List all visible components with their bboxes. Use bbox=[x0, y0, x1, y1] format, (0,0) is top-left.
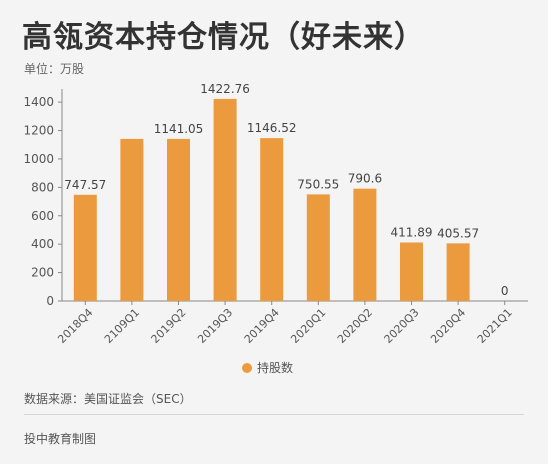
bar-2109Q1 bbox=[120, 138, 144, 301]
bar-2020Q4 bbox=[446, 243, 470, 301]
footer-divider bbox=[24, 414, 524, 415]
y-tick-label: 0 bbox=[46, 294, 54, 308]
data-source: 数据来源：美国证监会（SEC） bbox=[24, 392, 192, 406]
bar-2019Q2 bbox=[167, 138, 190, 301]
x-tick-label-2020Q1: 2020Q1 bbox=[288, 306, 328, 346]
x-tick-label-2020Q4: 2020Q4 bbox=[428, 306, 468, 346]
data-label-2020Q1: 750.55 bbox=[297, 177, 339, 191]
x-tick-label-2020Q3: 2020Q3 bbox=[382, 306, 422, 346]
x-tick-label-2109Q1: 2109Q1 bbox=[102, 306, 142, 346]
y-tick-label: 1400 bbox=[23, 95, 54, 109]
bar-2020Q1 bbox=[306, 194, 330, 301]
data-label-2020Q3: 411.89 bbox=[391, 225, 433, 239]
x-tick-label-2019Q4: 2019Q4 bbox=[242, 306, 282, 346]
bar-2018Q4 bbox=[73, 194, 97, 301]
y-tick-label: 1200 bbox=[23, 124, 54, 138]
data-label-2019Q2: 1141.05 bbox=[154, 122, 204, 136]
x-tick-label-2019Q3: 2019Q3 bbox=[195, 306, 235, 346]
x-tick-label-2018Q4: 2018Q4 bbox=[55, 306, 95, 346]
data-label-2020Q4: 405.57 bbox=[437, 226, 479, 240]
x-tick-label-2019Q2: 2019Q2 bbox=[149, 306, 189, 346]
bar-2020Q3 bbox=[400, 242, 423, 301]
bar-2019Q3 bbox=[213, 98, 237, 301]
y-tick-label: 200 bbox=[31, 266, 54, 280]
chart-title: 高瓴资本持仓情况（好未来） bbox=[22, 20, 425, 55]
data-label-2019Q3: 1422.76 bbox=[200, 82, 250, 96]
unit-label: 单位：万股 bbox=[24, 62, 85, 76]
y-tick-label: 600 bbox=[31, 209, 54, 223]
data-label-2018Q4: 747.57 bbox=[64, 178, 106, 192]
y-tick-label: 800 bbox=[31, 180, 54, 194]
y-tick-label: 400 bbox=[31, 237, 54, 251]
bar-2020Q2 bbox=[353, 188, 377, 301]
x-tick-label-2021Q1: 2021Q1 bbox=[475, 306, 515, 346]
y-tick-label: 1000 bbox=[23, 152, 54, 166]
x-tick-label-2020Q2: 2020Q2 bbox=[335, 306, 375, 346]
legend-label: 持股数 bbox=[257, 360, 293, 375]
data-label-2020Q2: 790.6 bbox=[348, 172, 382, 186]
legend-marker bbox=[242, 363, 252, 373]
chart-credit: 投中教育制图 bbox=[24, 432, 97, 446]
data-label-2021Q1: 0 bbox=[501, 284, 509, 298]
bar-2019Q4 bbox=[260, 138, 284, 301]
data-label-2019Q4: 1146.52 bbox=[247, 121, 297, 135]
